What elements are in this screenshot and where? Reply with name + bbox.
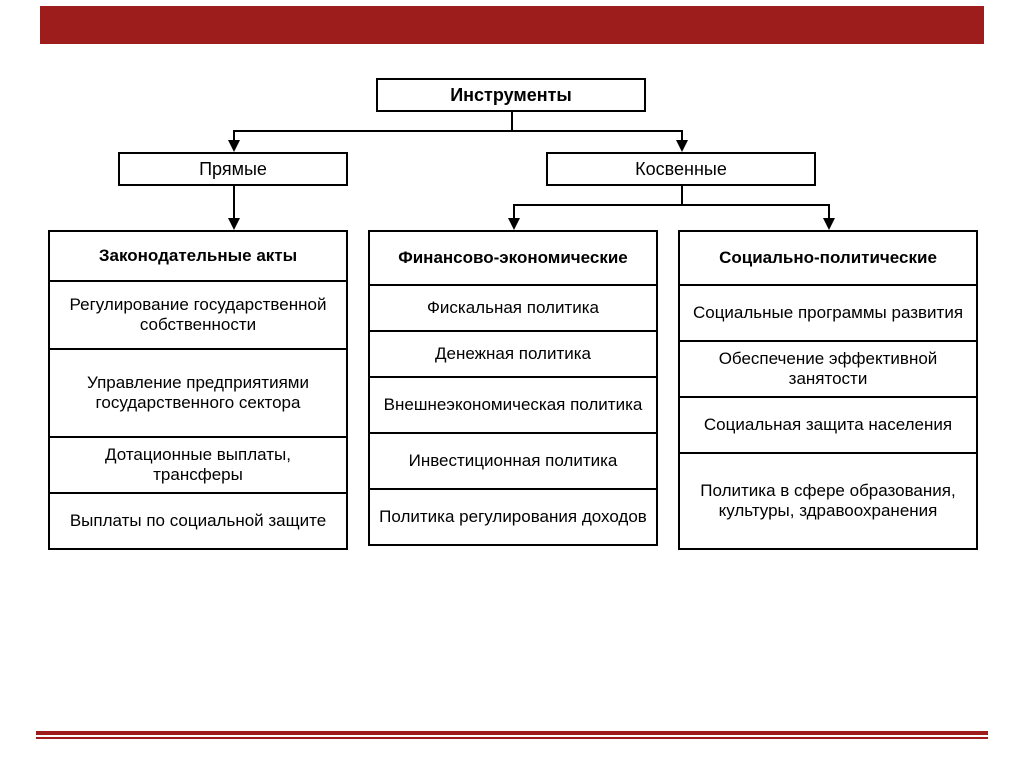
arrowhead-icon	[228, 140, 240, 152]
column-header: Социально-политические	[678, 230, 978, 286]
arrowhead-icon	[676, 140, 688, 152]
arrowhead-icon	[228, 218, 240, 230]
column-item: Денежная политика	[368, 332, 658, 378]
column-item: Регулирование государственной собственно…	[48, 282, 348, 350]
connector-v	[828, 204, 830, 218]
root-node: Инструменты	[376, 78, 646, 112]
arrowhead-icon	[823, 218, 835, 230]
connector-v	[681, 130, 683, 140]
connector-v	[233, 186, 235, 218]
connector-h	[513, 204, 830, 206]
connector-h	[233, 130, 683, 132]
level2-left-node: Прямые	[118, 152, 348, 186]
column-legislative: Законодательные актыРегулирование госуда…	[48, 230, 348, 550]
column-item: Социальные программы развития	[678, 286, 978, 342]
column-social: Социально-политическиеСоциальные програм…	[678, 230, 978, 550]
column-header: Финансово-экономические	[368, 230, 658, 286]
arrowhead-icon	[508, 218, 520, 230]
connector-v	[511, 112, 513, 130]
accent-header-bar	[40, 6, 984, 44]
bottom-accent-rule	[36, 731, 988, 739]
diagram: Инструменты Прямые Косвенные Законодател…	[28, 60, 996, 717]
column-item: Внешнеэкономическая политика	[368, 378, 658, 434]
column-item: Политика в сфере образования, культуры, …	[678, 454, 978, 550]
level2-right-node: Косвенные	[546, 152, 816, 186]
connector-v	[513, 204, 515, 218]
connector-v	[681, 186, 683, 204]
column-financial: Финансово-экономическиеФискальная полити…	[368, 230, 658, 546]
column-item: Инвестиционная политика	[368, 434, 658, 490]
column-item: Управление предприятиями государственног…	[48, 350, 348, 438]
column-item: Обеспечение эффективной занятости	[678, 342, 978, 398]
column-item: Дотационные выплаты, трансферы	[48, 438, 348, 494]
connector-v	[233, 130, 235, 140]
column-header: Законодательные акты	[48, 230, 348, 282]
column-item: Политика регулирования доходов	[368, 490, 658, 546]
column-item: Социальная защита населения	[678, 398, 978, 454]
column-item: Фискальная политика	[368, 286, 658, 332]
column-item: Выплаты по социальной защите	[48, 494, 348, 550]
